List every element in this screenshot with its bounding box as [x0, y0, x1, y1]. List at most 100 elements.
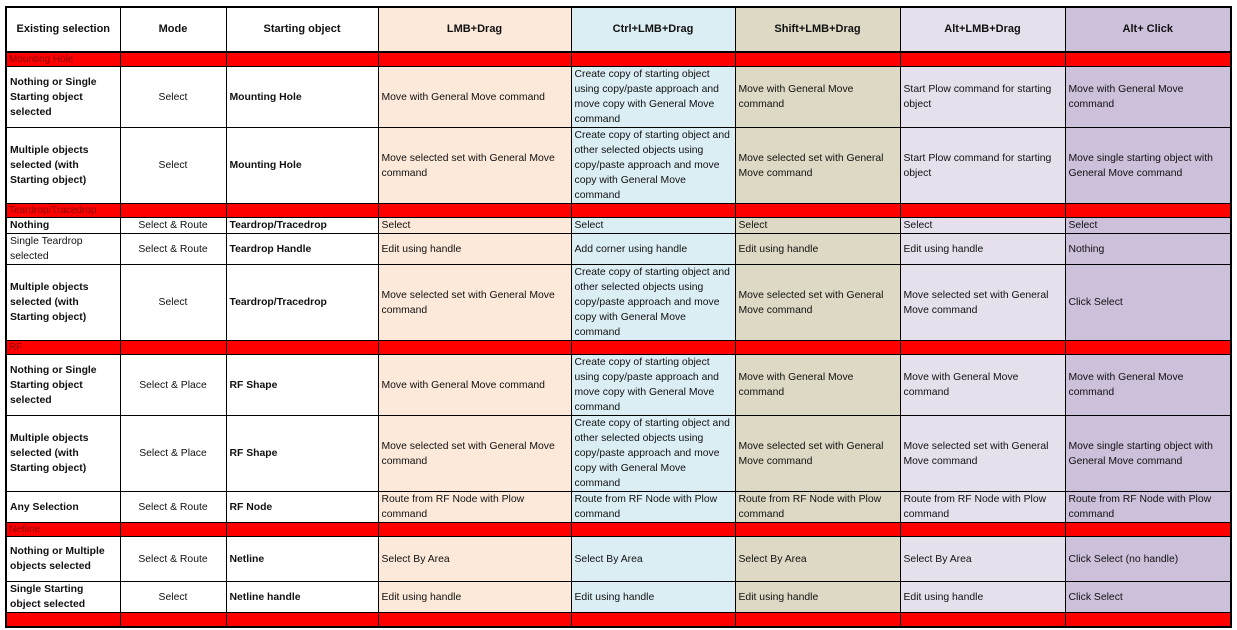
action-cell: Edit using handle: [734, 233, 901, 265]
column-header: Starting object: [225, 6, 379, 53]
action-cell: Edit using handle: [377, 581, 572, 613]
group-cell: [377, 203, 572, 218]
existing-selection-cell: Single Teardrop selected: [5, 233, 121, 265]
action-cell: Move with General Move command: [1064, 354, 1232, 416]
mode-cell: Select: [119, 127, 227, 204]
column-header: Ctrl+LMB+Drag: [570, 6, 736, 53]
group-cell: [377, 340, 572, 355]
action-cell: Create copy of starting object and other…: [570, 264, 736, 341]
mode-cell: Select: [119, 66, 227, 128]
action-cell: Select: [570, 217, 736, 234]
table-row: Any Selection Select & Route RF Node Route …: [5, 491, 1232, 523]
action-cell: Start Plow command for starting object: [899, 127, 1066, 204]
group-cell: [119, 203, 227, 218]
action-cell: Move single starting object with General…: [1064, 127, 1232, 204]
action-cell: Route from RF Node with Plow command: [377, 491, 572, 523]
column-header: Mode: [119, 6, 227, 53]
mode-cell: Select & Route: [119, 536, 227, 582]
action-cell: Move selected set with General Move comm…: [377, 127, 572, 204]
action-cell: Edit using handle: [899, 233, 1066, 265]
action-cell: Route from RF Node with Plow command: [899, 491, 1066, 523]
action-cell: Move selected set with General Move comm…: [377, 264, 572, 341]
group-header-row: [5, 612, 1232, 628]
action-cell: Move selected set with General Move comm…: [899, 264, 1066, 341]
group-cell: [570, 522, 736, 537]
group-cell: [899, 612, 1066, 628]
group-cell: [734, 340, 901, 355]
starting-object-cell: Teardrop/Tracedrop: [225, 217, 379, 234]
table-row: Multiple objects selected (with Starting…: [5, 264, 1232, 341]
existing-selection-cell: Nothing or Single Starting object select…: [5, 354, 121, 416]
action-cell: Select: [899, 217, 1066, 234]
group-cell: [1064, 51, 1232, 67]
mode-cell: Select & Place: [119, 354, 227, 416]
group-cell: [734, 51, 901, 67]
action-cell: Move with General Move command: [1064, 66, 1232, 128]
action-cell: Select By Area: [570, 536, 736, 582]
table-row: Single Teardrop selected Select & Route Te…: [5, 233, 1232, 265]
action-cell: Select By Area: [899, 536, 1066, 582]
action-cell: Add corner using handle: [570, 233, 736, 265]
group-cell: [899, 522, 1066, 537]
group-cell: [734, 612, 901, 628]
group-cell: [1064, 612, 1232, 628]
action-cell: Route from RF Node with Plow command: [570, 491, 736, 523]
group-cell: [225, 522, 379, 537]
action-cell: Edit using handle: [899, 581, 1066, 613]
action-cell: Select: [1064, 217, 1232, 234]
action-cell: Nothing: [1064, 233, 1232, 265]
column-header: Existing selection: [5, 6, 121, 53]
table-row: Single Starting object selected Select Net…: [5, 581, 1232, 613]
starting-object-cell: RF Shape: [225, 354, 379, 416]
group-cell: [570, 51, 736, 67]
action-cell: Edit using handle: [377, 233, 572, 265]
existing-selection-cell: Multiple objects selected (with Starting…: [5, 415, 121, 492]
column-header: Alt+ Click: [1064, 6, 1232, 53]
group-cell: [225, 51, 379, 67]
existing-selection-cell: Nothing: [5, 217, 121, 234]
group-name: Teardrop/Tracedrop: [5, 203, 121, 218]
action-cell: Move with General Move command: [377, 66, 572, 128]
group-header-row: Netline: [5, 522, 1232, 537]
group-cell: [377, 612, 572, 628]
starting-object-cell: Mounting Hole: [225, 127, 379, 204]
table-row: Nothing Select & Route Teardrop/Tracedrop S…: [5, 217, 1232, 234]
action-cell: Move with General Move command: [377, 354, 572, 416]
mode-cell: Select & Place: [119, 415, 227, 492]
action-cell: Create copy of starting object and other…: [570, 127, 736, 204]
starting-object-cell: Netline handle: [225, 581, 379, 613]
group-header-row: Teardrop/Tracedrop: [5, 203, 1232, 218]
action-cell: Route from RF Node with Plow command: [734, 491, 901, 523]
header-row: Existing selection Mode Starting object LMB…: [5, 6, 1232, 53]
action-cell: Click Select (no handle): [1064, 536, 1232, 582]
action-cell: Select: [734, 217, 901, 234]
group-cell: [899, 51, 1066, 67]
group-name: [5, 612, 121, 628]
table-row: Multiple objects selected (with Starting…: [5, 415, 1232, 492]
group-cell: [225, 340, 379, 355]
existing-selection-cell: Multiple objects selected (with Starting…: [5, 264, 121, 341]
group-cell: [570, 203, 736, 218]
action-cell: Start Plow command for starting object: [899, 66, 1066, 128]
group-cell: [899, 340, 1066, 355]
mode-cell: Select & Route: [119, 217, 227, 234]
group-header-row: RF: [5, 340, 1232, 355]
existing-selection-cell: Multiple objects selected (with Starting…: [5, 127, 121, 204]
action-cell: Create copy of starting object using cop…: [570, 354, 736, 416]
starting-object-cell: Netline: [225, 536, 379, 582]
action-cell: Move selected set with General Move comm…: [734, 264, 901, 341]
starting-object-cell: Teardrop/Tracedrop: [225, 264, 379, 341]
starting-object-cell: RF Node: [225, 491, 379, 523]
group-cell: [899, 203, 1066, 218]
existing-selection-cell: Any Selection: [5, 491, 121, 523]
action-cell: Move with General Move command: [734, 66, 901, 128]
group-cell: [225, 612, 379, 628]
group-cell: [1064, 340, 1232, 355]
action-cell: Click Select: [1064, 581, 1232, 613]
existing-selection-cell: Single Starting object selected: [5, 581, 121, 613]
group-cell: [225, 203, 379, 218]
group-cell: [734, 203, 901, 218]
table-row: Nothing or Single Starting object select…: [5, 354, 1232, 416]
action-cell: Click Select: [1064, 264, 1232, 341]
group-name: Netline: [5, 522, 121, 537]
